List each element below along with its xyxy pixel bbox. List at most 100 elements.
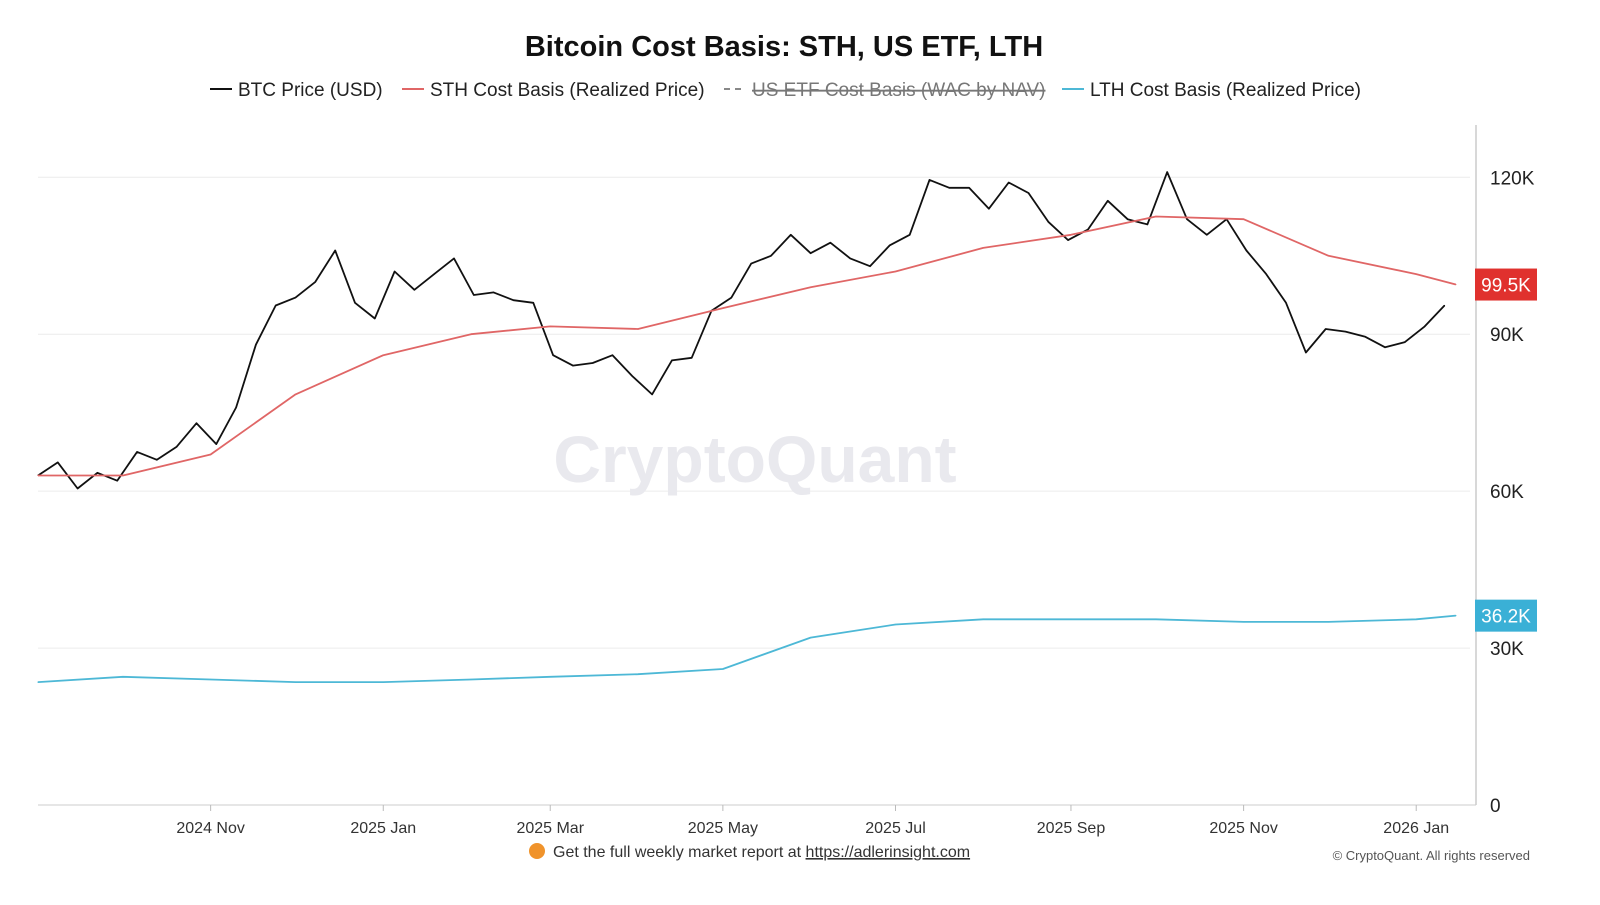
data-point-btc bbox=[1384, 346, 1386, 348]
value-badge-bg bbox=[1475, 268, 1537, 301]
data-point-sth bbox=[722, 307, 724, 309]
y-tick-label: 30K bbox=[1490, 639, 1524, 660]
data-point-btc bbox=[631, 375, 633, 377]
data-point-btc bbox=[1443, 304, 1446, 307]
data-point-sth bbox=[894, 270, 897, 273]
value-badge: 36.2K bbox=[1475, 599, 1537, 632]
data-point-sth bbox=[810, 286, 812, 288]
data-point-lth bbox=[122, 676, 124, 678]
data-point-lth bbox=[810, 637, 812, 639]
data-point-btc bbox=[1265, 273, 1267, 275]
data-point-lth bbox=[722, 668, 724, 670]
data-point-btc bbox=[77, 487, 79, 490]
data-point-lth bbox=[982, 618, 984, 620]
data-point-lth bbox=[637, 673, 639, 675]
data-point-btc bbox=[96, 472, 99, 474]
x-tick-label: 2025 Jan bbox=[350, 820, 416, 837]
data-point-btc bbox=[1364, 336, 1366, 338]
data-point-btc bbox=[1087, 229, 1089, 231]
data-point-sth bbox=[549, 325, 551, 327]
data-point-lth bbox=[210, 678, 212, 681]
data-point-lth bbox=[470, 678, 472, 681]
data-point-btc bbox=[790, 234, 792, 236]
data-point-lth bbox=[294, 681, 297, 683]
watermark: CryptoQuant bbox=[553, 422, 956, 496]
x-tick-label: 2024 Nov bbox=[176, 820, 245, 837]
copyright: © CryptoQuant. All rights reserved bbox=[1333, 848, 1530, 863]
data-point-btc bbox=[294, 297, 297, 299]
data-point-sth bbox=[122, 474, 124, 477]
data-point-btc bbox=[1067, 239, 1069, 241]
data-point-sth bbox=[1327, 255, 1330, 257]
data-point-btc bbox=[1146, 223, 1148, 225]
legend: BTC Price (USD) STH Cost Basis (Realized … bbox=[210, 80, 1361, 101]
data-point-btc bbox=[968, 187, 970, 189]
data-point-btc bbox=[473, 294, 475, 296]
data-point-btc bbox=[453, 257, 455, 259]
data-point-btc bbox=[1206, 234, 1208, 236]
data-point-btc bbox=[988, 208, 990, 210]
y-tick-label: 0 bbox=[1490, 796, 1501, 817]
legend-label: BTC Price (USD) bbox=[238, 80, 383, 101]
chart-title: Bitcoin Cost Basis: STH, US ETF, LTH bbox=[525, 31, 1043, 63]
data-point-sth bbox=[1242, 218, 1245, 220]
data-point-btc bbox=[1166, 171, 1168, 173]
data-point-btc bbox=[1107, 200, 1109, 202]
data-point-btc bbox=[810, 252, 812, 254]
data-point-btc bbox=[1424, 325, 1426, 327]
data-point-sth bbox=[470, 333, 472, 335]
data-point-btc bbox=[433, 273, 435, 275]
data-point-btc bbox=[611, 354, 614, 356]
data-point-btc bbox=[255, 344, 257, 346]
data-point-btc bbox=[532, 302, 534, 304]
data-point-btc bbox=[1404, 341, 1406, 343]
legend-label: LTH Cost Basis (Realized Price) bbox=[1090, 80, 1361, 101]
data-point-btc bbox=[1126, 218, 1129, 220]
data-point-btc bbox=[1186, 218, 1188, 220]
series-line-lth bbox=[37, 614, 1456, 683]
y-tick-label: 90K bbox=[1490, 325, 1524, 346]
data-point-lth bbox=[549, 676, 551, 678]
data-point-btc bbox=[948, 187, 950, 189]
data-point-btc bbox=[57, 461, 59, 463]
data-point-btc bbox=[275, 304, 277, 307]
x-tick-label: 2025 Nov bbox=[1209, 820, 1278, 837]
data-point-btc bbox=[730, 297, 732, 299]
series-line-btc bbox=[37, 171, 1446, 490]
data-point-btc bbox=[928, 179, 931, 181]
legend-label: STH Cost Basis (Realized Price) bbox=[430, 80, 705, 101]
data-point-btc bbox=[651, 393, 653, 395]
x-tick-label: 2025 May bbox=[688, 820, 758, 837]
data-point-btc bbox=[572, 365, 574, 367]
data-point-sth bbox=[294, 393, 297, 395]
data-point-lth bbox=[1242, 621, 1245, 623]
value-badge-bg bbox=[1475, 599, 1537, 632]
data-point-sth bbox=[37, 474, 39, 477]
legend-item[interactable]: STH Cost Basis (Realized Price) bbox=[402, 80, 705, 101]
data-point-sth bbox=[1155, 215, 1157, 218]
legend-item[interactable]: US ETF Cost Basis (WAC by NAV) bbox=[724, 80, 1045, 101]
y-tick-label: 120K bbox=[1490, 168, 1535, 189]
data-point-btc bbox=[136, 451, 138, 453]
data-point-btc bbox=[354, 302, 356, 304]
legend-item[interactable]: LTH Cost Basis (Realized Price) bbox=[1062, 80, 1361, 101]
data-point-btc bbox=[1285, 302, 1287, 304]
data-point-btc bbox=[869, 265, 871, 267]
footer-link[interactable]: https://adlerinsight.com bbox=[806, 844, 971, 861]
data-point-btc bbox=[671, 359, 673, 361]
data-point-lth bbox=[1415, 618, 1417, 620]
data-point-btc bbox=[889, 244, 891, 246]
data-point-lth bbox=[382, 681, 384, 683]
data-point-btc bbox=[116, 480, 118, 482]
data-point-btc bbox=[493, 291, 495, 293]
data-point-sth bbox=[1455, 283, 1457, 286]
data-point-btc bbox=[1047, 221, 1049, 223]
data-point-btc bbox=[334, 249, 336, 252]
data-point-btc bbox=[552, 354, 554, 356]
x-tick-label: 2025 Sep bbox=[1037, 820, 1106, 837]
series-line-sth bbox=[38, 215, 1457, 477]
data-point-btc bbox=[849, 257, 851, 259]
data-point-sth bbox=[1070, 234, 1072, 236]
legend-item[interactable]: BTC Price (USD) bbox=[210, 80, 383, 101]
